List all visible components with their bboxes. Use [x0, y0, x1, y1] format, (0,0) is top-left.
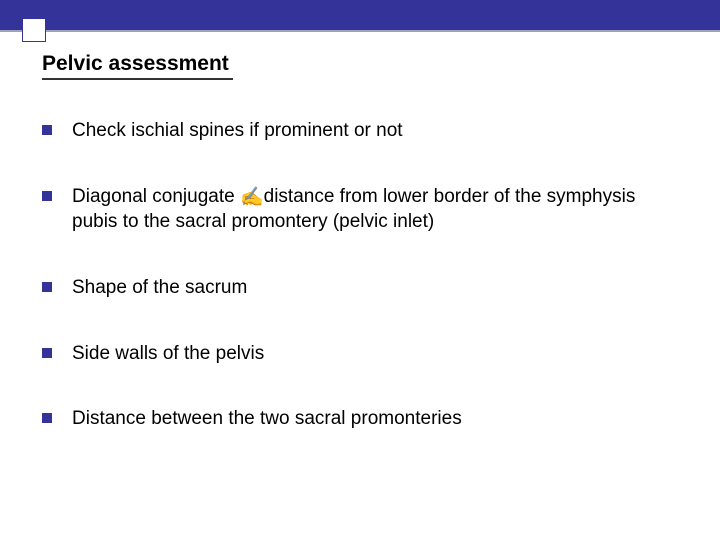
bullet-icon	[42, 348, 52, 358]
bullet-text-pre: Diagonal conjugate	[72, 186, 240, 207]
bullet-icon	[42, 413, 52, 423]
list-item: Check ischial spines if prominent or not	[42, 118, 678, 144]
slide-topbar	[0, 0, 720, 30]
bullet-text: Check ischial spines if prominent or not	[72, 118, 403, 144]
list-item: Side walls of the pelvis	[42, 341, 678, 367]
list-item: Distance between the two sacral promonte…	[42, 406, 678, 432]
bullet-icon	[42, 282, 52, 292]
bullet-text: Side walls of the pelvis	[72, 341, 264, 367]
accent-box	[22, 18, 46, 42]
bullet-text: Distance between the two sacral promonte…	[72, 406, 462, 432]
bullet-icon	[42, 191, 52, 201]
list-item: Diagonal conjugate ✍distance from lower …	[42, 184, 678, 235]
bullet-text: Diagonal conjugate ✍distance from lower …	[72, 184, 678, 235]
arrow-icon: ✍	[240, 185, 264, 211]
bullet-text: Shape of the sacrum	[72, 275, 247, 301]
slide-title: Pelvic assessment	[42, 52, 233, 80]
list-item: Shape of the sacrum	[42, 275, 678, 301]
slide-content: Check ischial spines if prominent or not…	[42, 118, 678, 472]
slide-underline	[0, 30, 720, 32]
bullet-icon	[42, 125, 52, 135]
